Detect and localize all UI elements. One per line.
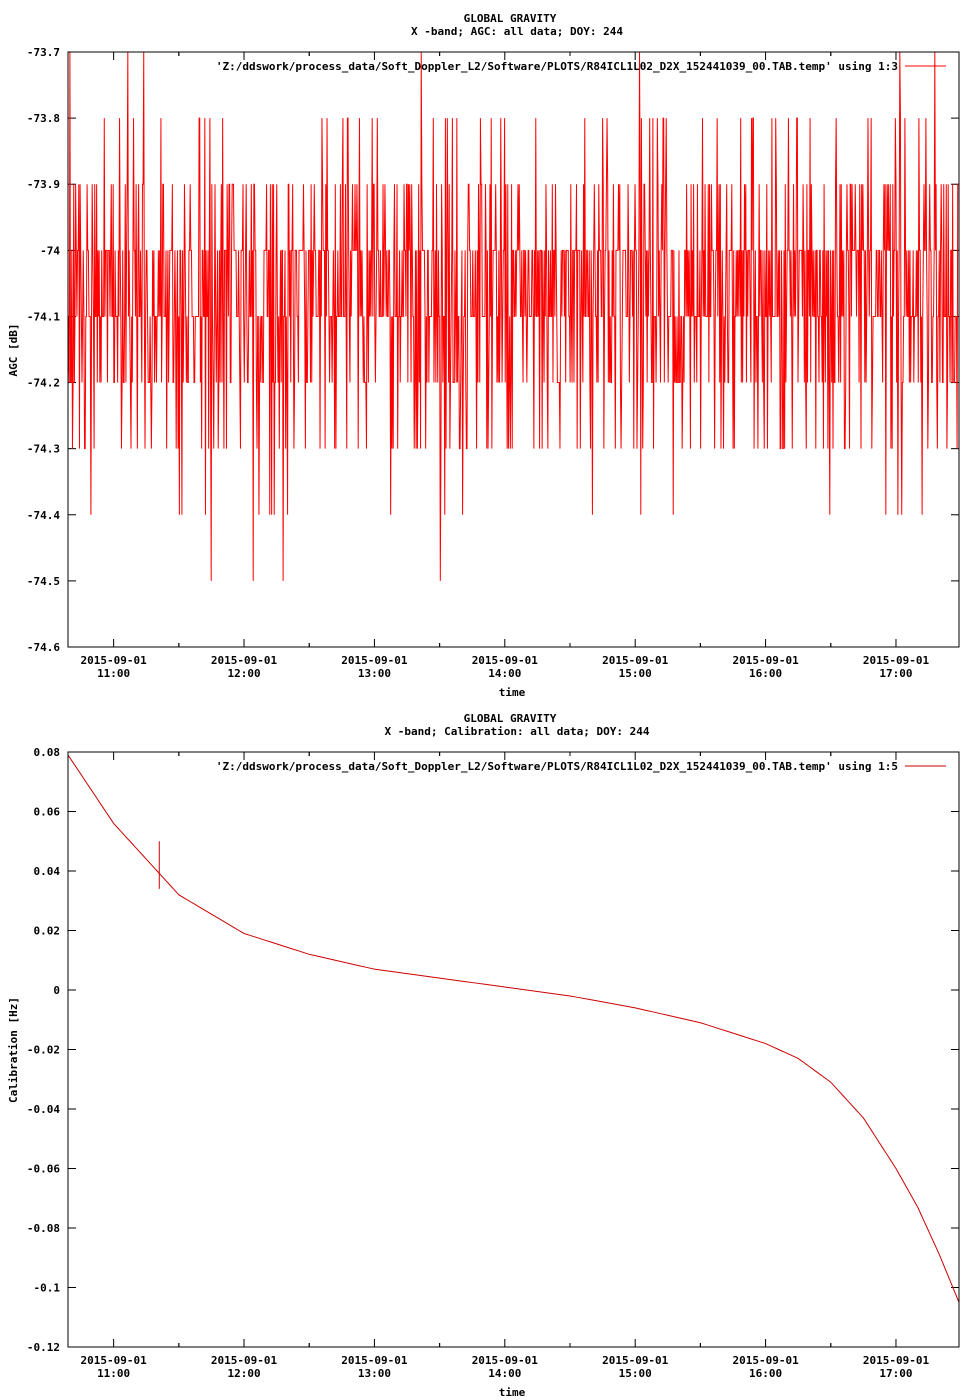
y-tick-label: 0 (53, 984, 60, 997)
y-tick-label: 0.08 (34, 746, 61, 759)
y-tick-label: 0.06 (34, 806, 61, 819)
x-tick-date-label: 2015-09-01 (341, 1354, 408, 1367)
y-tick-label: -74.2 (27, 377, 60, 390)
chart-agc-plot-frame (67, 51, 960, 648)
x-tick-date-label: 2015-09-01 (863, 654, 930, 667)
x-tick-time-label: 12:00 (227, 1367, 260, 1380)
x-tick-date-label: 2015-09-01 (211, 1354, 278, 1367)
calibration-series-line (67, 754, 960, 1303)
chart-calibration-legend-text: 'Z:/ddswork/process_data/Soft_Doppler_L2… (216, 760, 898, 773)
chart-calibration-plot-frame (67, 751, 960, 1348)
y-tick-label: -0.1 (34, 1282, 61, 1295)
y-tick-label: -0.12 (27, 1341, 60, 1354)
y-tick-label: -0.08 (27, 1222, 60, 1235)
y-tick-label: -74.4 (27, 509, 60, 522)
y-tick-label: -73.8 (27, 112, 60, 125)
x-tick-time-label: 14:00 (488, 667, 521, 680)
y-tick-label: -74 (40, 244, 60, 257)
y-tick-label: 0.02 (34, 925, 61, 938)
y-tick-label: -74.1 (27, 310, 60, 323)
x-tick-date-label: 2015-09-01 (341, 654, 408, 667)
x-tick-date-label: 2015-09-01 (863, 1354, 930, 1367)
x-tick-time-label: 13:00 (358, 1367, 391, 1380)
chart-calibration-x-ticks: 2015-09-0111:002015-09-0112:002015-09-01… (81, 752, 930, 1380)
x-tick-date-label: 2015-09-01 (732, 654, 799, 667)
x-tick-date-label: 2015-09-01 (602, 654, 669, 667)
y-tick-label: -0.04 (27, 1103, 60, 1116)
x-tick-time-label: 12:00 (227, 667, 260, 680)
x-tick-date-label: 2015-09-01 (602, 1354, 669, 1367)
chart-calibration-title: GLOBAL GRAVITY (464, 712, 557, 725)
chart-agc-subtitle: X -band; AGC: all data; DOY: 244 (411, 25, 623, 38)
y-tick-label: 0.04 (34, 865, 61, 878)
agc-series-line (67, 51, 959, 581)
y-tick-label: -74.3 (27, 443, 60, 456)
y-tick-label: -73.7 (27, 46, 60, 59)
x-tick-date-label: 2015-09-01 (472, 654, 539, 667)
y-tick-label: -74.5 (27, 575, 60, 588)
chart-agc-series (67, 51, 959, 581)
chart-calibration-x-axis-label: time (499, 1386, 526, 1399)
chart-agc-x-ticks: 2015-09-0111:002015-09-0112:002015-09-01… (81, 52, 930, 680)
x-tick-date-label: 2015-09-01 (81, 1354, 148, 1367)
x-tick-date-label: 2015-09-01 (81, 654, 148, 667)
x-tick-time-label: 17:00 (879, 1367, 912, 1380)
y-tick-label: -73.9 (27, 178, 60, 191)
chart-calibration-series (67, 754, 960, 1303)
x-tick-date-label: 2015-09-01 (211, 654, 278, 667)
x-tick-time-label: 11:00 (97, 667, 130, 680)
x-tick-time-label: 13:00 (358, 667, 391, 680)
chart-agc: GLOBAL GRAVITY X -band; AGC: all data; D… (7, 12, 960, 699)
x-tick-time-label: 14:00 (488, 1367, 521, 1380)
chart-agc-x-axis-label: time (499, 686, 526, 699)
x-tick-date-label: 2015-09-01 (472, 1354, 539, 1367)
chart-agc-title: GLOBAL GRAVITY (464, 12, 557, 25)
x-tick-time-label: 11:00 (97, 1367, 130, 1380)
x-tick-time-label: 17:00 (879, 667, 912, 680)
x-tick-time-label: 15:00 (619, 667, 652, 680)
x-tick-time-label: 15:00 (619, 1367, 652, 1380)
chart-agc-y-axis-label: AGC [dB] (7, 324, 20, 377)
chart-agc-legend-text: 'Z:/ddswork/process_data/Soft_Doppler_L2… (216, 60, 898, 73)
chart-calibration: GLOBAL GRAVITY X -band; Calibration: all… (7, 712, 960, 1399)
chart-calibration-y-axis-label: Calibration [Hz] (7, 997, 20, 1103)
chart-agc-y-ticks: -73.7 -73.8 -73.9 -74 -74.1 -74.2 -74.3 -74.4 -7… (27, 46, 959, 654)
chart-calibration-y-ticks: 0.08 0.06 0.04 0.02 0 -0.02 -0.04 -0.06 -0.08 -0.… (27, 746, 959, 1354)
y-tick-label: -0.06 (27, 1163, 60, 1176)
y-tick-label: -0.02 (27, 1044, 60, 1057)
y-tick-label: -74.6 (27, 641, 60, 654)
x-tick-time-label: 16:00 (749, 667, 782, 680)
x-tick-time-label: 16:00 (749, 1367, 782, 1380)
chart-calibration-subtitle: X -band; Calibration: all data; DOY: 244 (385, 725, 650, 738)
x-tick-date-label: 2015-09-01 (732, 1354, 799, 1367)
